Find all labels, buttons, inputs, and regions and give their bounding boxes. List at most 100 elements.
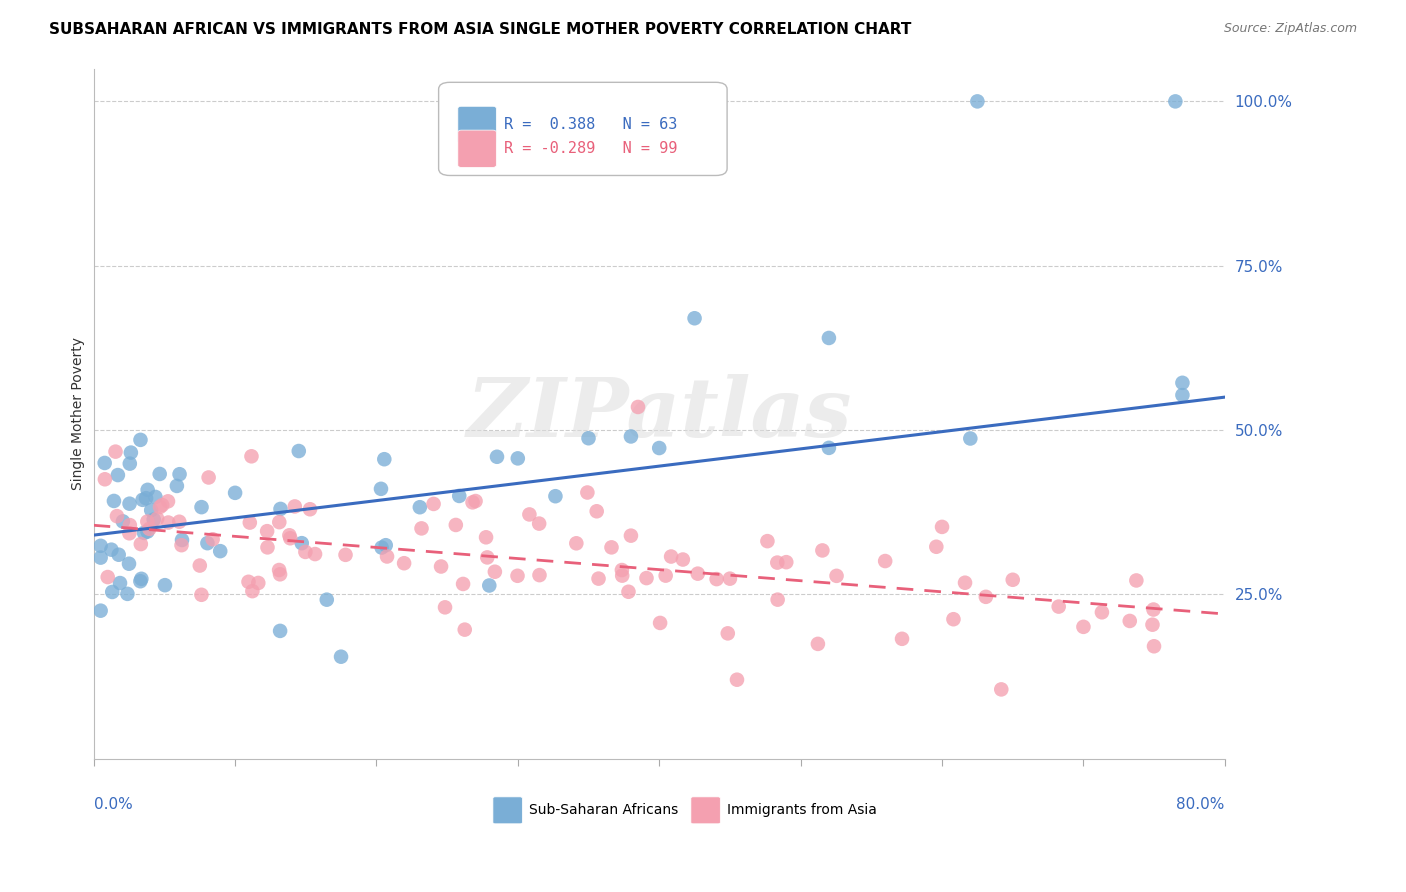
Point [825,569,848,583]
Point [170,538,193,552]
Point [529,568,551,582]
Point [617,584,640,599]
Point [156,494,179,508]
Point [370,541,392,555]
Point [209,544,232,558]
Point [169,467,191,482]
Point [136,483,159,497]
Point [169,515,191,529]
Point [118,557,141,571]
Point [953,575,976,590]
Point [409,500,432,515]
Point [188,558,211,573]
Point [1164,95,1187,109]
Point [284,500,307,514]
Point [97,570,120,584]
Point [240,450,263,464]
Point [672,552,695,566]
Point [1142,602,1164,616]
Point [544,489,567,503]
Point [683,311,706,326]
Point [103,494,125,508]
Point [131,572,153,586]
Point [706,572,728,586]
Point [1119,614,1142,628]
Point [129,537,152,551]
Point [374,538,396,552]
Point [138,522,160,536]
Point [506,569,529,583]
Point [375,549,398,564]
Point [256,541,278,555]
Point [270,502,292,516]
Point [247,576,270,591]
Point [315,592,337,607]
Text: Immigrants from Asia: Immigrants from Asia [727,804,877,817]
Text: SUBSAHARAN AFRICAN VS IMMIGRANTS FROM ASIA SINGLE MOTHER POVERTY CORRELATION CHA: SUBSAHARAN AFRICAN VS IMMIGRANTS FROM AS… [49,22,911,37]
Point [294,545,316,559]
Point [578,431,600,445]
Text: R =  0.388   N = 63: R = 0.388 N = 63 [505,118,678,132]
Point [461,495,484,509]
Text: Sub-Saharan Africans: Sub-Saharan Africans [529,804,678,817]
Point [925,540,948,554]
Point [224,486,246,500]
Point [506,451,529,466]
Point [238,574,260,589]
Text: ZIPatlas: ZIPatlas [467,374,852,453]
FancyBboxPatch shape [494,797,523,824]
Point [974,590,997,604]
Point [141,503,163,517]
Point [269,515,291,529]
Point [142,512,165,526]
Point [90,550,112,565]
Point [146,511,169,525]
Point [118,457,141,471]
Point [132,525,155,540]
Point [966,95,988,109]
Point [166,479,188,493]
Point [519,508,541,522]
Point [576,485,599,500]
Point [100,542,122,557]
Point [766,592,789,607]
Point [150,498,173,512]
Point [654,568,676,582]
Point [612,568,634,582]
Point [449,489,471,503]
Point [118,497,141,511]
Point [278,531,301,545]
Point [484,565,506,579]
Point [136,515,159,529]
Point [197,536,219,550]
Point [291,536,314,550]
Point [766,556,789,570]
Point [1091,605,1114,619]
Point [149,500,172,514]
Point [1073,620,1095,634]
Point [891,632,914,646]
Point [686,566,709,581]
Point [600,541,623,555]
Point [197,470,219,484]
Point [477,550,499,565]
Point [201,533,224,547]
Text: R = -0.289   N = 99: R = -0.289 N = 99 [505,141,678,156]
Point [1171,388,1194,402]
Point [105,509,128,524]
Point [288,444,311,458]
Point [818,441,841,455]
Point [475,530,498,544]
Point [135,491,157,506]
Point [451,577,474,591]
Point [610,563,633,577]
Point [585,504,607,518]
Point [422,497,444,511]
Point [111,515,134,529]
Point [304,547,326,561]
Point [464,494,486,508]
Point [627,400,650,414]
Point [659,549,682,564]
Point [875,554,897,568]
Point [444,518,467,533]
